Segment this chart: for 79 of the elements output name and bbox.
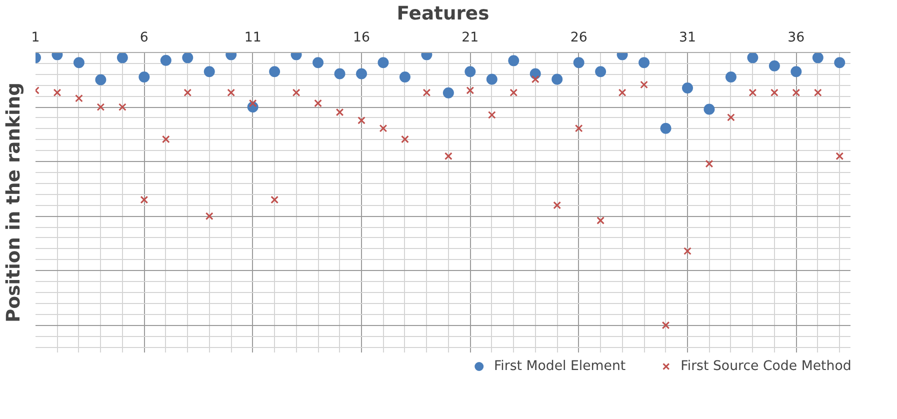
point [768, 60, 780, 72]
point [488, 111, 496, 119]
point [270, 196, 278, 204]
point [682, 82, 693, 94]
point [336, 108, 344, 116]
point [358, 116, 366, 124]
point [138, 72, 150, 83]
y-axis-title: Position in the ranking [4, 82, 24, 322]
point [53, 88, 62, 97]
point [118, 103, 126, 111]
point [573, 57, 584, 68]
x-tick-label: 36 [788, 30, 805, 46]
x-tick-label: 26 [570, 30, 588, 46]
point [727, 113, 735, 122]
point [334, 68, 346, 80]
point [596, 216, 604, 224]
point [444, 152, 452, 160]
point [184, 88, 192, 97]
point [314, 99, 322, 108]
x-tick-label: 16 [353, 30, 370, 46]
point [399, 72, 410, 83]
point [510, 88, 518, 97]
point [748, 88, 757, 97]
point [312, 57, 324, 68]
point [790, 66, 802, 78]
x-axis-title: Features [396, 4, 490, 24]
point [140, 196, 148, 204]
point [401, 135, 409, 144]
point [356, 68, 367, 80]
point [248, 99, 257, 108]
point [73, 57, 84, 68]
point [378, 57, 389, 68]
point [684, 247, 692, 255]
point [553, 201, 562, 210]
point [486, 74, 498, 85]
point [464, 66, 476, 78]
point [162, 135, 170, 144]
point [204, 66, 215, 78]
point [379, 124, 388, 132]
point [531, 75, 540, 84]
legend-label: First Model Element [494, 358, 626, 374]
point [638, 57, 650, 68]
point [75, 94, 83, 102]
legend-label: First Source Code Method [680, 358, 852, 374]
point [618, 88, 626, 97]
point [422, 88, 431, 97]
point [660, 122, 672, 134]
point [552, 74, 563, 85]
point [96, 103, 105, 111]
point [508, 55, 520, 66]
point [574, 124, 583, 132]
x-tick-label: 21 [462, 30, 479, 46]
x-tick-label: 6 [140, 30, 148, 46]
point [269, 66, 280, 78]
point [95, 74, 106, 86]
point [182, 52, 194, 64]
point [812, 52, 824, 64]
point [292, 88, 300, 97]
point [836, 152, 844, 160]
point [834, 57, 846, 68]
point [227, 88, 236, 97]
x-tick-label: 31 [679, 30, 696, 46]
point [442, 87, 454, 98]
point [704, 104, 715, 115]
point [705, 160, 714, 168]
point [205, 212, 214, 220]
point [725, 72, 736, 83]
point [770, 88, 778, 97]
point [640, 80, 648, 89]
x-tick-label: 11 [244, 30, 262, 46]
x-tick-label: 1 [31, 30, 40, 46]
point [792, 88, 800, 97]
point [747, 52, 758, 64]
point [466, 86, 474, 94]
point [160, 54, 172, 66]
point [595, 66, 606, 78]
point [814, 88, 822, 97]
point [662, 321, 670, 330]
point [116, 52, 128, 64]
